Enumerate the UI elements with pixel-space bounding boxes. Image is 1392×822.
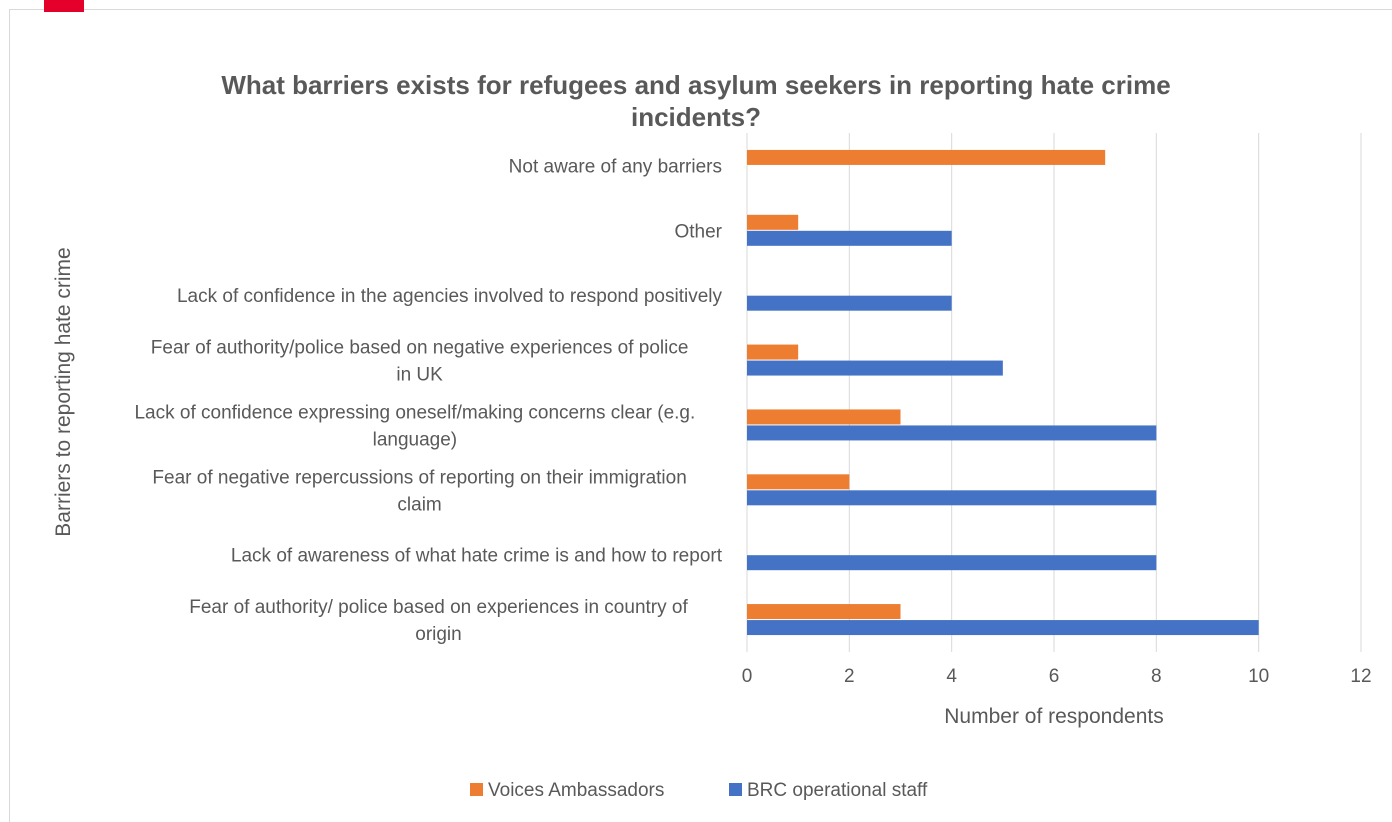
category-label-line: language): [373, 429, 458, 450]
category-label-line: Lack of confidence expressing oneself/ma…: [134, 402, 695, 423]
category-label-line: Fear of authority/ police based on exper…: [189, 597, 688, 618]
category-label: Lack of confidence expressing oneself/ma…: [134, 402, 695, 450]
x-tick-label: 2: [844, 666, 855, 687]
category-label: Fear of authority/police based on negati…: [151, 338, 689, 386]
bar-brc-operational-staff: [747, 620, 1259, 636]
category-label-line: Not aware of any barriers: [509, 156, 722, 177]
legend-label: Voices Ambassadors: [488, 780, 664, 801]
legend-swatch: [470, 783, 483, 796]
chart-title-line: What barriers exists for refugees and as…: [221, 70, 1170, 100]
bar-voices-ambassadors: [747, 474, 850, 490]
category-label-line: Lack of awareness of what hate crime is …: [231, 546, 723, 567]
bar-voices-ambassadors: [747, 214, 799, 230]
x-tick-label: 12: [1350, 666, 1371, 687]
category-label-line: claim: [397, 494, 441, 515]
y-axis-title: Barriers to reporting hate crime: [52, 247, 75, 536]
gridlines: [746, 133, 1362, 652]
legend-label: BRC operational staff: [747, 780, 928, 801]
category-label: Lack of awareness of what hate crime is …: [231, 546, 723, 567]
x-tick-label: 4: [946, 666, 957, 687]
bar-brc-operational-staff: [747, 360, 1003, 376]
bar-brc-operational-staff: [747, 230, 952, 246]
bar-voices-ambassadors: [747, 149, 1106, 165]
category-label-line: Fear of negative repercussions of report…: [152, 467, 686, 488]
x-tick-labels: 0 2 4 6 8 10 12: [742, 666, 1372, 687]
x-tick-label: 8: [1151, 666, 1162, 687]
bar-voices-ambassadors: [747, 409, 901, 425]
bars: [747, 149, 1259, 636]
x-tick-label: 6: [1049, 666, 1060, 687]
x-axis-title: Number of respondents: [944, 705, 1163, 728]
bar-voices-ambassadors: [747, 604, 901, 620]
category-label: Fear of authority/ police based on exper…: [189, 597, 688, 645]
category-label: Fear of negative repercussions of report…: [152, 467, 686, 515]
category-label: Not aware of any barriers: [509, 156, 722, 177]
bar-brc-operational-staff: [747, 295, 952, 311]
category-label: Lack of confidence in the agencies invol…: [177, 286, 723, 307]
chart-title-line: incidents?: [631, 102, 761, 132]
x-tick-label: 10: [1248, 666, 1269, 687]
category-labels: Not aware of any barriers Other Lack of co…: [134, 156, 722, 645]
chart-frame: [9, 9, 1392, 822]
x-tick-label: 0: [742, 666, 753, 687]
bar-brc-operational-staff: [747, 425, 1157, 441]
category-label: Other: [674, 221, 722, 242]
bar-brc-operational-staff: [747, 490, 1157, 506]
brand-mark: [44, 0, 84, 12]
category-label-line: origin: [415, 624, 461, 645]
legend: Voices Ambassadors BRC operational staff: [470, 780, 928, 801]
bar-voices-ambassadors: [747, 344, 799, 360]
category-label-line: Lack of confidence in the agencies invol…: [177, 286, 723, 307]
chart-titles: What barriers exists for refugees and as…: [52, 70, 1171, 728]
chart-title: What barriers exists for refugees and as…: [221, 70, 1170, 132]
category-label-line: in UK: [396, 365, 443, 386]
category-label-line: Fear of authority/police based on negati…: [151, 338, 689, 359]
bar-brc-operational-staff: [747, 555, 1157, 571]
legend-swatch: [729, 783, 742, 796]
category-label-line: Other: [674, 221, 722, 242]
